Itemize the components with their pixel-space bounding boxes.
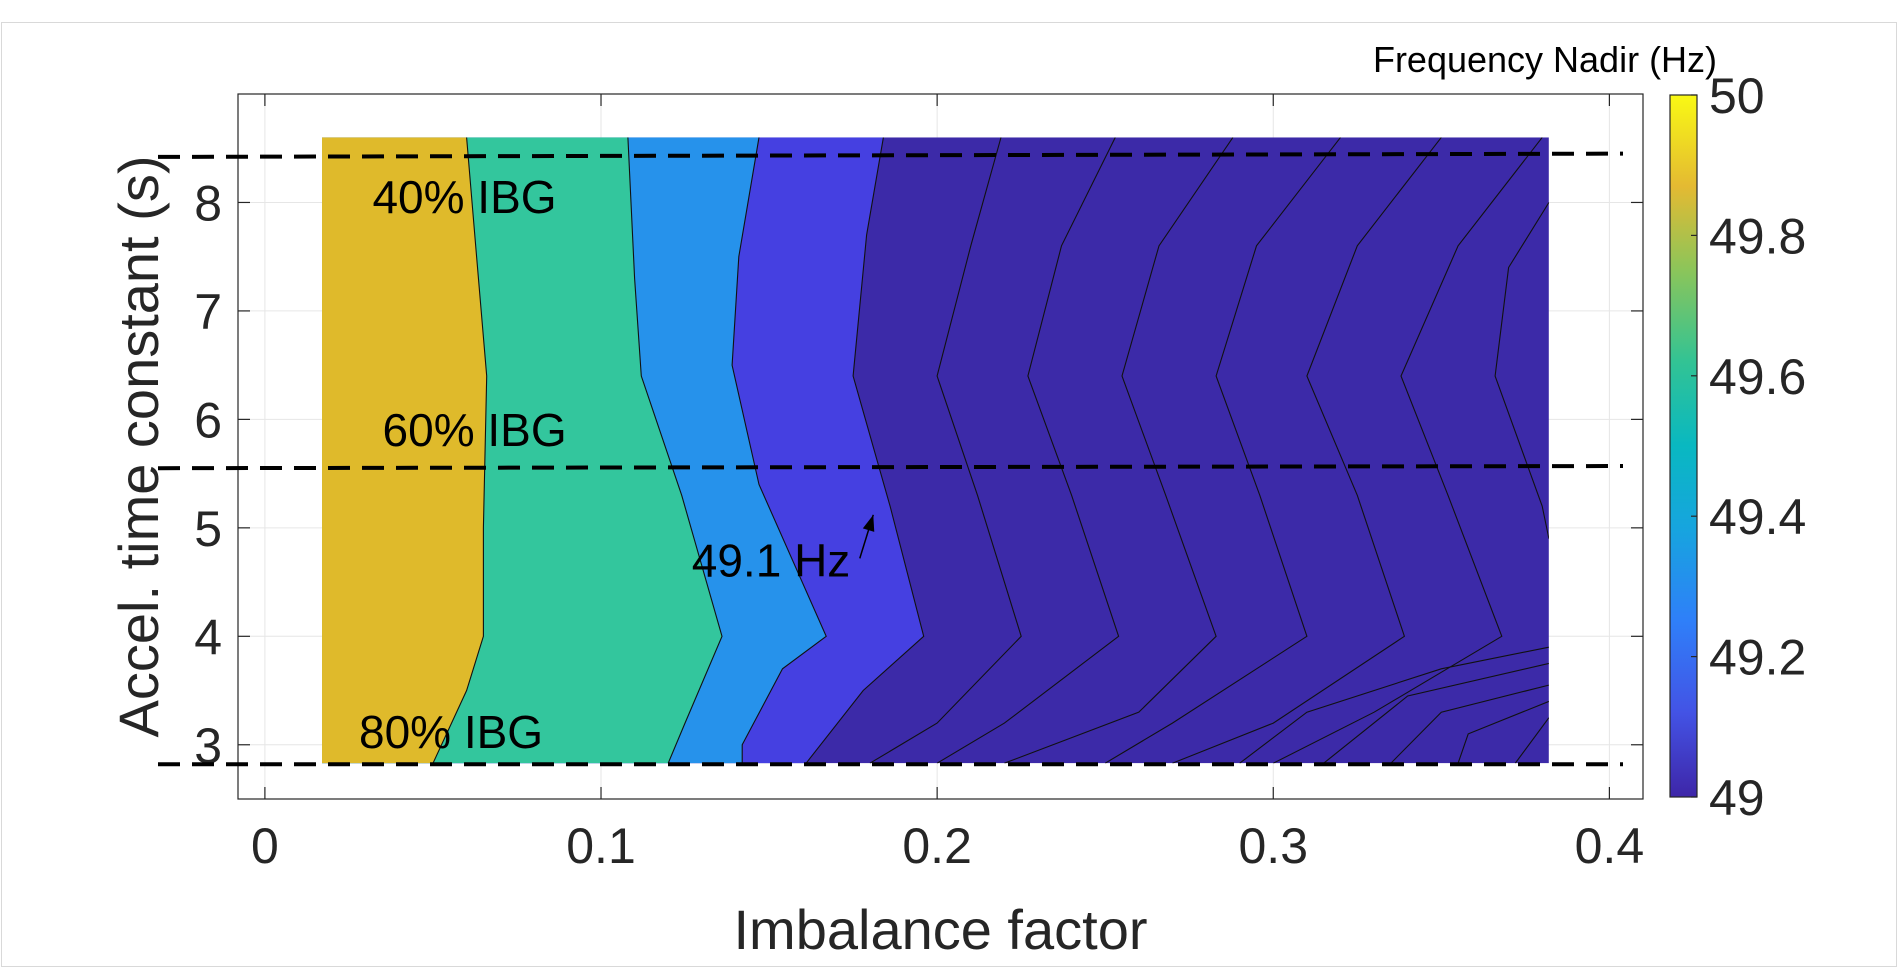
- reference-line-label: 60% IBG: [383, 404, 567, 456]
- colorbar-tick-label: 49.2: [1709, 630, 1806, 686]
- colorbar-gradient: [1669, 94, 1698, 798]
- contour-line-49.8: [432, 137, 488, 764]
- x-tick-label: 0.2: [902, 818, 972, 874]
- region-above-49.8: [322, 137, 487, 764]
- contour-line: [1494, 202, 1549, 539]
- colorbar-tick-label: 50: [1709, 68, 1765, 124]
- contour-line: [1104, 137, 1341, 764]
- contour-fill-regions: [322, 137, 1549, 764]
- contour-lines: [432, 137, 1549, 764]
- reference-line: [157, 151, 1624, 159]
- axes-box: [237, 93, 1644, 800]
- contour-line: [1239, 646, 1549, 764]
- y-tick-label: 5: [194, 501, 222, 557]
- contour-line: [1004, 137, 1234, 764]
- reference-line-label: 80% IBG: [359, 706, 543, 758]
- colorbar-tick-label: 49.4: [1709, 489, 1806, 545]
- colorbar: 49 49.2 49.4 49.6 49.8 50: [1669, 68, 1806, 826]
- annotations: 49.1 Hz: [692, 514, 875, 586]
- contour-line: [1457, 700, 1549, 764]
- y-tick-label: 7: [194, 284, 222, 340]
- colorbar-tick-label: 49.8: [1709, 208, 1806, 264]
- y-tick-label: 4: [194, 609, 222, 665]
- reference-line-label: 40% IBG: [372, 171, 556, 223]
- contour-line-49.4: [731, 137, 827, 764]
- x-tick-label: 0: [251, 818, 279, 874]
- contour-line: [1323, 662, 1549, 764]
- contour-line: [1172, 137, 1442, 764]
- annotation-label: 49.1 Hz: [692, 534, 851, 586]
- x-tick-label: 0.4: [1575, 818, 1645, 874]
- x-axis-label: Imbalance factor: [734, 898, 1148, 961]
- contour-line: [1514, 717, 1549, 764]
- contour-line-49.6: [627, 137, 723, 764]
- contour-line: [869, 137, 1022, 764]
- colorbar-tick-label: 49: [1709, 770, 1765, 826]
- contour-line: [1273, 137, 1543, 764]
- x-tick-label: 0.1: [566, 818, 636, 874]
- colorbar-tick-label: 49.6: [1709, 349, 1806, 405]
- colorbar-title: Frequency Nadir (Hz): [1373, 39, 1717, 80]
- reference-line: [157, 464, 1624, 471]
- annotation-arrow-head: [862, 514, 875, 532]
- x-tick-label: 0.3: [1239, 818, 1309, 874]
- y-tick-label: 6: [194, 392, 222, 448]
- figure-frame: [1, 22, 1897, 967]
- contour-line: [1390, 684, 1549, 764]
- y-axis-label: Accel. time constant (s): [107, 156, 170, 738]
- contour-line-49.2: [805, 137, 925, 764]
- reference-lines: 40% IBG 60% IBG 80% IBG: [157, 151, 1624, 767]
- contour-line: [936, 137, 1120, 764]
- y-tick-label: 8: [194, 175, 222, 231]
